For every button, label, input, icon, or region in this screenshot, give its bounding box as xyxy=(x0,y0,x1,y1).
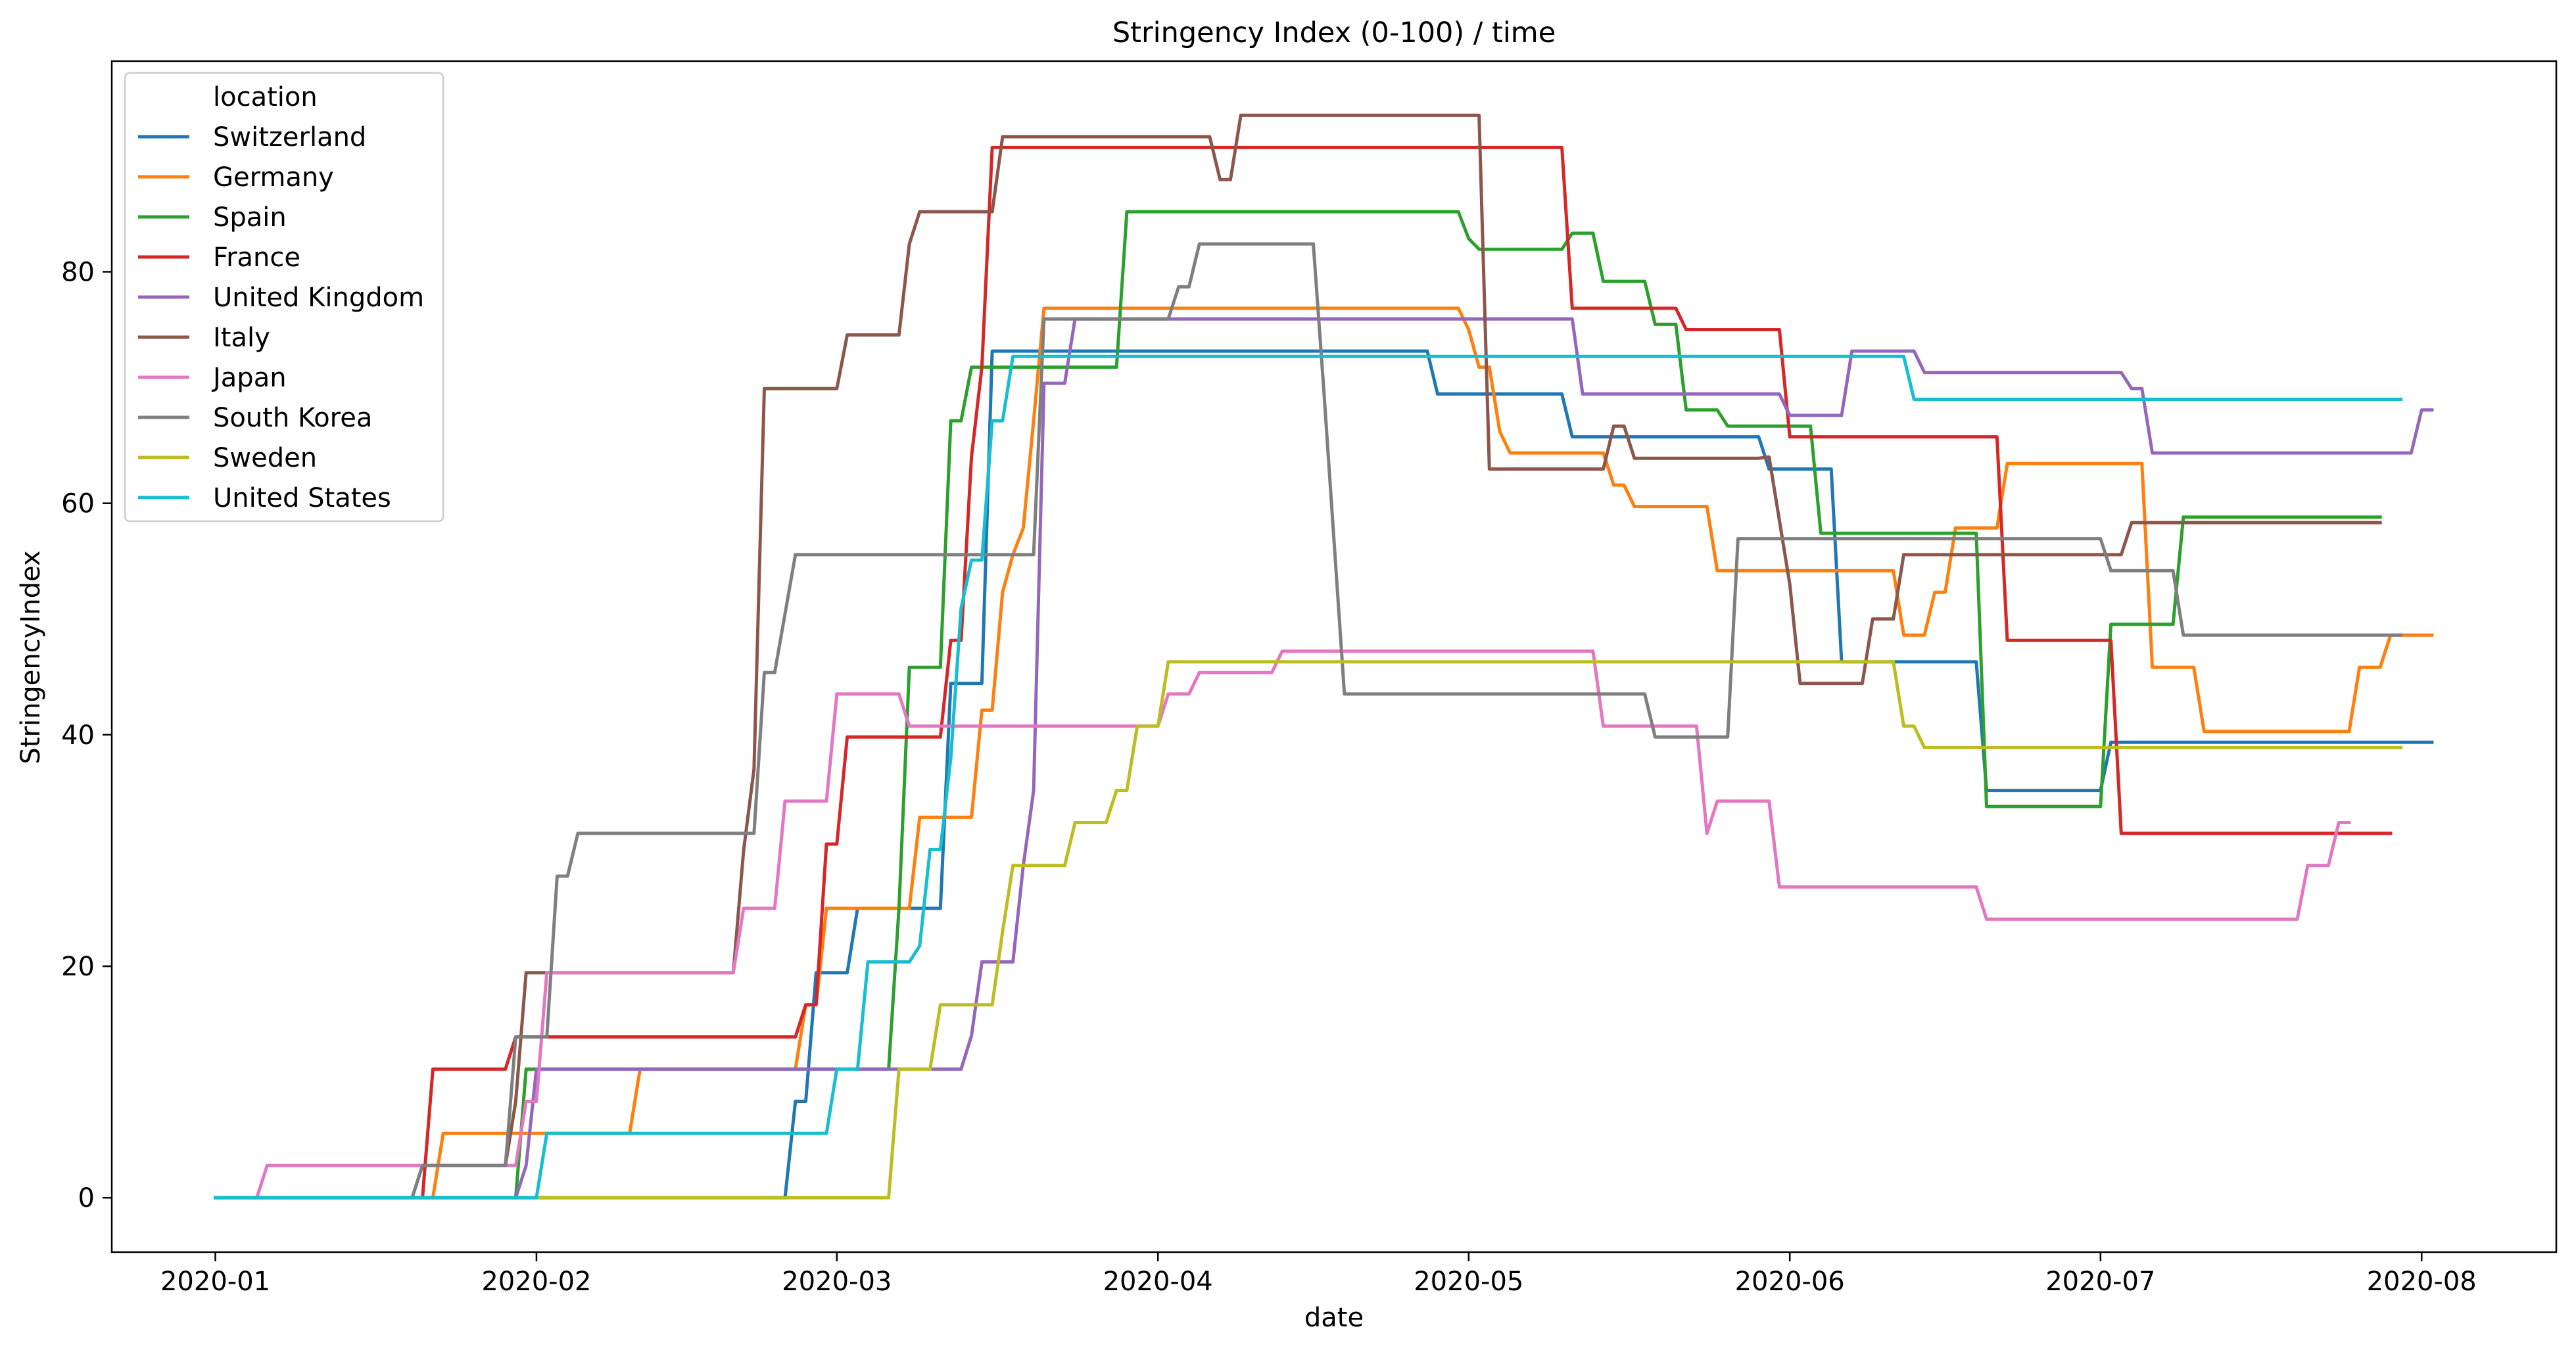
chart-title: Stringency Index (0-100) / time xyxy=(1112,16,1556,49)
legend-label: Switzerland xyxy=(213,122,366,152)
series-line-japan xyxy=(214,649,2351,1200)
legend-label: Italy xyxy=(213,323,270,353)
series-line-germany xyxy=(214,306,2434,1200)
series-line-switzerland xyxy=(214,349,2434,1200)
x-tick-label: 2020-07 xyxy=(2045,1267,2155,1297)
x-tick-label: 2020-01 xyxy=(160,1267,270,1297)
legend-label: Spain xyxy=(213,202,287,233)
y-tick-label: 0 xyxy=(78,1183,95,1213)
series-line-france xyxy=(214,145,2393,1200)
legend-label: United States xyxy=(213,483,391,513)
series-line-spain xyxy=(214,210,2382,1200)
y-axis-label: StringencyIndex xyxy=(16,550,46,764)
x-tick-label: 2020-03 xyxy=(782,1267,892,1297)
series-line-united-kingdom xyxy=(214,317,2434,1200)
legend-label: Sweden xyxy=(213,443,317,473)
x-tick-label: 2020-02 xyxy=(481,1267,591,1297)
x-tick-label: 2020-05 xyxy=(1414,1267,1523,1297)
legend-label: Japan xyxy=(211,363,287,393)
series-lines xyxy=(214,113,2434,1200)
series-line-sweden xyxy=(214,660,2403,1200)
y-tick-label: 40 xyxy=(61,720,95,751)
legend: location Switzerland Germany Spain France Un… xyxy=(124,72,444,523)
y-axis-ticks: 0 20 40 60 80 xyxy=(61,257,112,1213)
x-tick-label: 2020-08 xyxy=(2367,1267,2477,1297)
x-tick-label: 2020-06 xyxy=(1735,1267,1845,1297)
y-tick-label: 60 xyxy=(61,489,95,519)
legend-title: location xyxy=(213,82,318,112)
legend-label: South Korea xyxy=(213,403,372,433)
legend-label: Germany xyxy=(213,162,334,193)
x-axis-label: date xyxy=(1304,1303,1364,1333)
x-axis-ticks: 2020-01 2020-02 2020-03 2020-04 2020-05 2020-… xyxy=(160,1252,2477,1297)
y-tick-label: 80 xyxy=(61,257,95,287)
series-line-united-states xyxy=(214,354,2403,1200)
legend-box xyxy=(124,72,444,523)
legend-label: France xyxy=(213,243,300,273)
legend-label: United Kingdom xyxy=(213,283,424,313)
plot-area-frame xyxy=(110,60,2558,1253)
x-tick-label: 2020-04 xyxy=(1103,1267,1213,1297)
series-line-south-korea xyxy=(214,242,2403,1200)
y-tick-label: 20 xyxy=(61,952,95,982)
